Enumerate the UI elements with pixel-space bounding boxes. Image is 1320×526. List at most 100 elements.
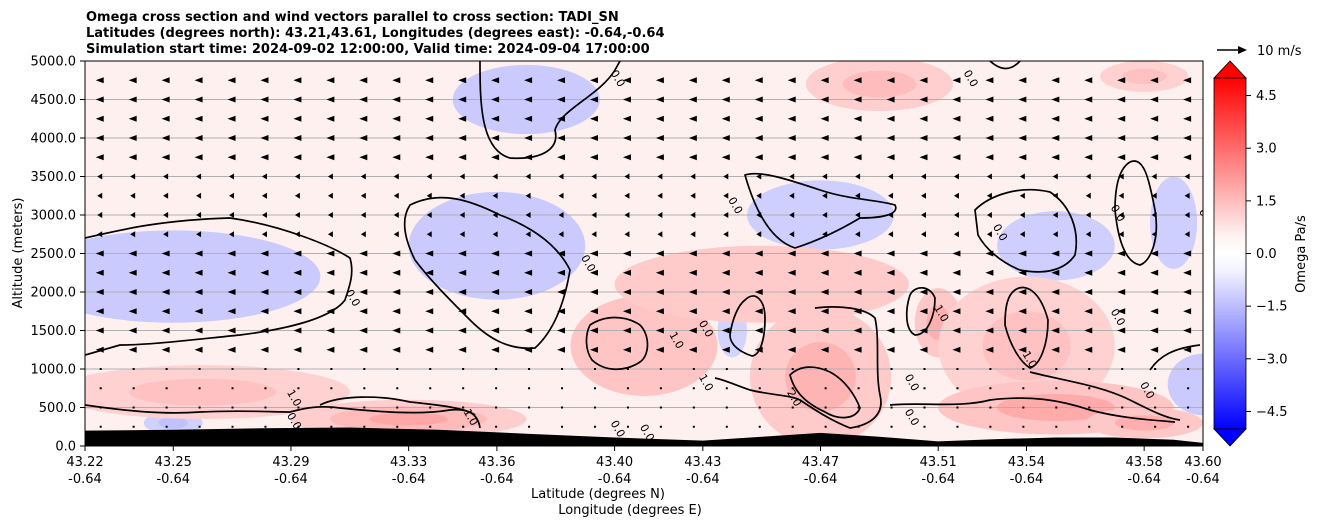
- wind-vector: [264, 368, 267, 370]
- wind-vector: [393, 231, 399, 238]
- wind-vector: [589, 135, 598, 141]
- x-tick-label-lon: -0.64: [686, 472, 720, 487]
- wind-vector: [857, 387, 860, 390]
- wind-vector: [429, 368, 432, 370]
- wind-vector: [953, 231, 959, 238]
- wind-vector: [161, 115, 170, 122]
- wind-vector: [293, 346, 302, 353]
- contour-line: [1149, 344, 1201, 371]
- wind-vector: [820, 77, 829, 84]
- wind-vector: [989, 368, 992, 370]
- wind-vector: [853, 154, 862, 161]
- wind-vector: [557, 250, 566, 257]
- wind-vector: [359, 250, 368, 257]
- wind-vector: [1084, 327, 1093, 334]
- omega-region: [1150, 176, 1198, 269]
- wind-vector: [229, 192, 235, 199]
- wind-vector: [985, 269, 994, 276]
- wind-vector: [491, 327, 500, 334]
- wind-vector: [227, 250, 236, 257]
- wind-vector: [723, 231, 729, 238]
- y-tick-label: 1500.0: [31, 324, 77, 339]
- wind-vector: [163, 212, 169, 218]
- wind-vector: [458, 308, 467, 315]
- wind-vector: [260, 115, 269, 122]
- wind-vector: [791, 368, 794, 370]
- wind-vector: [198, 406, 201, 409]
- wind-vector: [688, 96, 697, 103]
- wind-vector: [820, 327, 829, 334]
- wind-vector: [952, 250, 961, 257]
- wind-vector: [919, 96, 928, 103]
- wind-vector: [524, 115, 533, 122]
- colorbar-body: [1213, 77, 1247, 430]
- wind-vector: [688, 135, 697, 141]
- wind-vector: [326, 327, 335, 334]
- y-tick-label: 4000.0: [31, 132, 77, 147]
- wind-vector: [1151, 173, 1157, 180]
- wind-vector: [626, 368, 629, 370]
- wind-vector: [985, 346, 994, 353]
- wind-vector: [1052, 173, 1058, 180]
- wind-vector: [161, 135, 170, 141]
- wind-vector: [260, 346, 269, 353]
- wind-vector: [462, 425, 465, 428]
- wind-vector: [986, 231, 992, 238]
- wind-vector: [952, 269, 961, 276]
- wind-vector: [128, 346, 137, 353]
- wind-vector: [1150, 250, 1159, 257]
- wind-vector: [429, 387, 432, 390]
- wind-vector: [557, 96, 566, 103]
- wind-vector: [919, 115, 928, 122]
- wind-vector: [688, 77, 697, 84]
- wind-vector: [890, 368, 893, 370]
- wind-vector: [360, 212, 366, 218]
- wind-vector: [1018, 289, 1027, 295]
- wind-vector: [294, 173, 300, 180]
- wind-vector: [1018, 250, 1027, 257]
- wind-vector: [95, 289, 104, 295]
- wind-vector: [626, 406, 629, 409]
- wind-vector: [297, 406, 300, 409]
- wind-vector: [163, 231, 169, 238]
- contour-line: [85, 404, 481, 429]
- wind-vector: [1018, 154, 1027, 161]
- wind-vector: [692, 368, 695, 370]
- wind-vector: [293, 154, 302, 161]
- wind-vector: [824, 425, 827, 428]
- wind-vector: [458, 289, 467, 295]
- x-tick-label-lat: 43.40: [596, 455, 633, 470]
- wind-vector: [393, 212, 399, 218]
- x-tick-label-lat: 43.47: [802, 455, 839, 470]
- wind-vector: [919, 308, 928, 315]
- wind-vector: [589, 308, 598, 315]
- wind-vector: [857, 368, 860, 370]
- wind-vector: [1183, 327, 1192, 334]
- wind-vector: [888, 231, 894, 238]
- wind-vector: [196, 173, 202, 180]
- wind-vector: [231, 368, 234, 370]
- wind-vector: [1154, 406, 1157, 409]
- wind-vector: [622, 96, 631, 103]
- wind-vector: [524, 269, 533, 276]
- wind-vector: [359, 77, 368, 84]
- wind-vector: [688, 346, 697, 353]
- wind-vector: [462, 406, 465, 409]
- wind-vector: [1051, 77, 1060, 84]
- wind-vector: [857, 406, 860, 409]
- wind-vector: [985, 289, 994, 295]
- colorbar-label: Omega Pa/s: [1294, 215, 1309, 293]
- contour-line: [585, 316, 649, 371]
- wind-vector: [989, 406, 992, 409]
- wind-vector: [260, 77, 269, 84]
- wind-vector: [294, 192, 300, 199]
- contour-line: [479, 61, 621, 160]
- wind-vector: [525, 212, 531, 218]
- wind-vector: [659, 425, 662, 428]
- wind-vector: [690, 231, 696, 238]
- wind-vector: [1052, 212, 1058, 218]
- wind-vector: [1117, 135, 1126, 141]
- wind-vector: [425, 346, 434, 353]
- wind-vector: [622, 289, 631, 295]
- contour-line: [403, 196, 571, 350]
